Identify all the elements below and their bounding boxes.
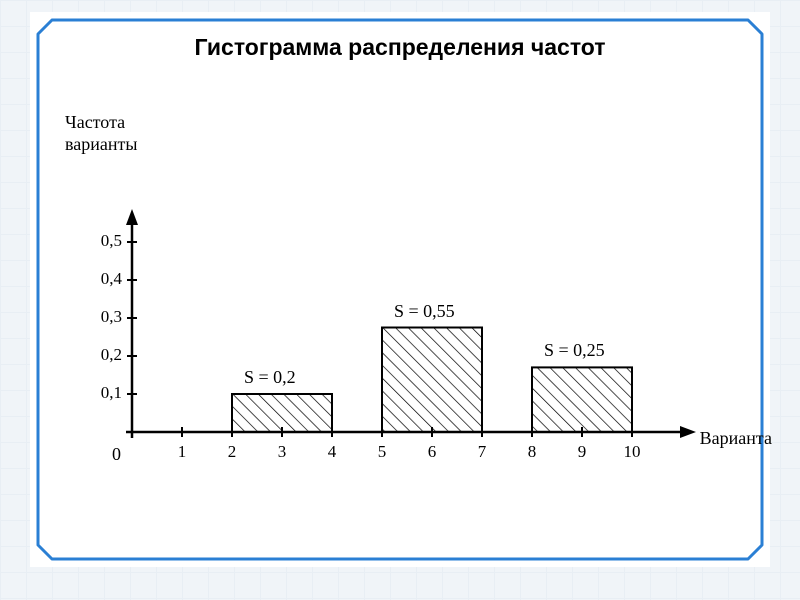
y-tick-label: 0,3 bbox=[72, 307, 122, 327]
x-tick-label: 5 bbox=[372, 442, 392, 462]
x-tick-label: 6 bbox=[422, 442, 442, 462]
slide-frame: Гистограмма распределения частот Частота… bbox=[30, 12, 770, 567]
x-tick-label: 3 bbox=[272, 442, 292, 462]
x-tick-label: 2 bbox=[222, 442, 242, 462]
bar-area-label: S = 0,25 bbox=[544, 340, 605, 361]
chart-title: Гистограмма распределения частот bbox=[30, 34, 770, 61]
x-tick-label: 1 bbox=[172, 442, 192, 462]
x-tick-label: 7 bbox=[472, 442, 492, 462]
histogram-bar bbox=[382, 328, 482, 433]
x-tick-label: 10 bbox=[622, 442, 642, 462]
y-tick-label: 0,5 bbox=[72, 231, 122, 251]
x-tick-label: 8 bbox=[522, 442, 542, 462]
bar-area-label: S = 0,2 bbox=[244, 367, 296, 388]
y-tick-label: 0,1 bbox=[72, 383, 122, 403]
x-tick-label: 9 bbox=[572, 442, 592, 462]
histogram-bar bbox=[532, 367, 632, 432]
y-tick-label: 0,4 bbox=[72, 269, 122, 289]
y-tick-label: 0,2 bbox=[72, 345, 122, 365]
bar-area-label: S = 0,55 bbox=[394, 301, 455, 322]
chart-area: Частотаварианты Варианта 0 0,10,20,30,40… bbox=[82, 142, 722, 462]
histogram-bar bbox=[232, 394, 332, 432]
x-tick-label: 4 bbox=[322, 442, 342, 462]
